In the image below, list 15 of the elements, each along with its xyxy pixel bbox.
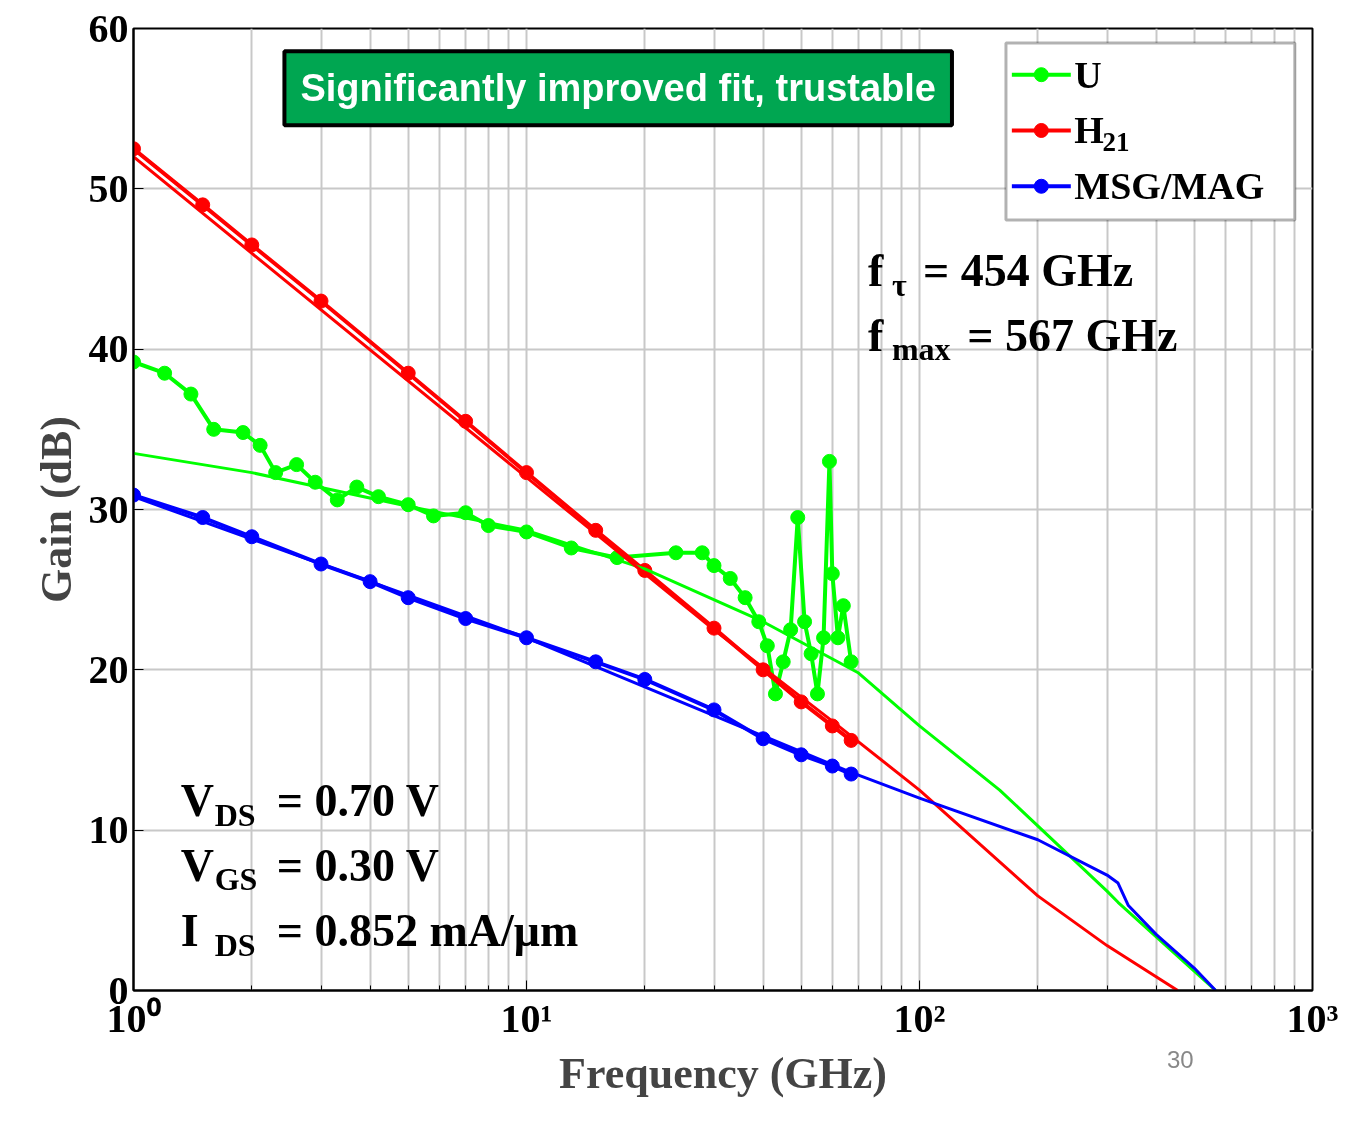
y-tick-label: 60 — [88, 5, 129, 51]
legend-label: U — [1074, 53, 1102, 96]
y-tick-label: 40 — [88, 326, 129, 372]
x-tick-label: 10³ — [1286, 995, 1339, 1041]
y-tick-label: 30 — [88, 486, 129, 532]
x-tick-label: 10¹ — [500, 995, 553, 1041]
legend-label: MSG/MAG — [1074, 165, 1265, 208]
x-axis-title: Frequency (GHz) — [559, 1048, 887, 1098]
x-tick-label: 10² — [893, 995, 946, 1041]
y-tick-label: 50 — [88, 165, 129, 211]
text: 30 — [1167, 1045, 1194, 1075]
annotation: Significantly improved fit, trustable — [300, 67, 936, 110]
y-axis-title: Gain (dB) — [31, 415, 81, 604]
y-tick-label: 10 — [88, 807, 129, 853]
y-tick-label: 20 — [88, 646, 129, 692]
